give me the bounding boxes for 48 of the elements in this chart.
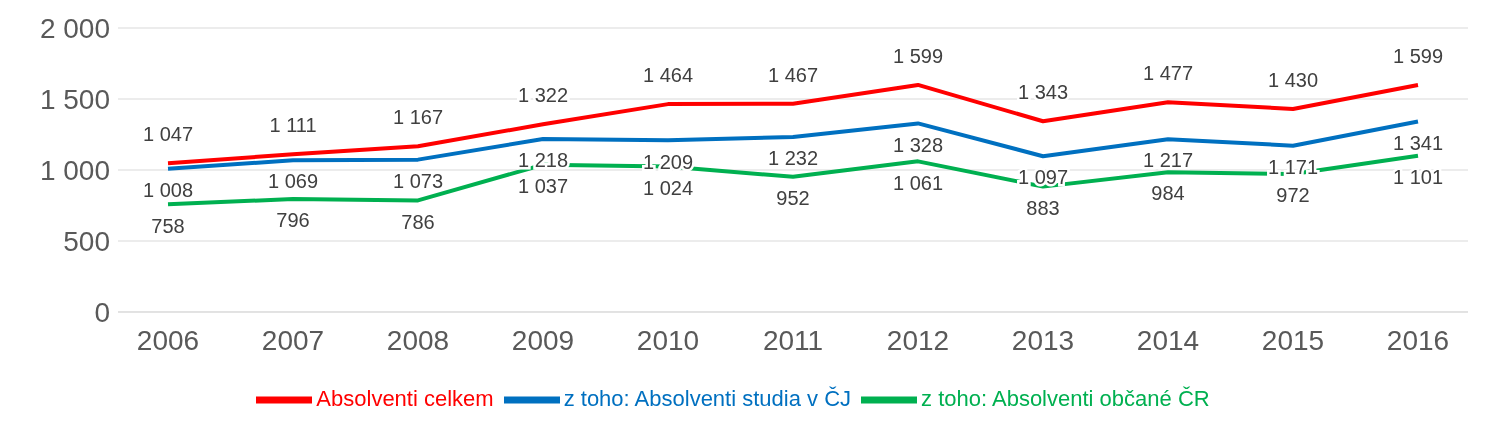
data-label: 1 477 [1142, 62, 1194, 85]
data-label: 1 073 [392, 169, 444, 192]
data-label: 952 [776, 187, 810, 210]
data-label: 1 599 [1392, 44, 1444, 67]
y-tick-label: 2 000 [39, 12, 110, 44]
data-label: 1 467 [767, 63, 819, 86]
y-tick-label: 1 000 [39, 154, 110, 186]
y-tick-label: 500 [63, 225, 110, 257]
x-tick-label: 2007 [261, 324, 325, 356]
data-label: 1 047 [142, 123, 194, 146]
x-tick-label: 2013 [1011, 324, 1075, 356]
data-label: 1 341 [1392, 131, 1444, 154]
data-label: 1 167 [392, 106, 444, 129]
data-label: 1 111 [269, 114, 317, 137]
x-tick-label: 2014 [1136, 324, 1200, 356]
x-tick-label: 2011 [762, 324, 824, 356]
data-label: 984 [1151, 182, 1185, 205]
data-label: 1 101 [1392, 165, 1444, 188]
data-label: 1 061 [892, 171, 944, 194]
legend-label: z toho: Absolventi občané ČR [921, 385, 1210, 411]
data-label: 1 024 [642, 176, 694, 199]
x-tick-label: 2008 [386, 324, 450, 356]
data-label: 1 328 [892, 133, 944, 156]
data-label: 972 [1276, 184, 1310, 207]
x-tick-label: 2010 [636, 324, 700, 356]
data-label: 1 464 [642, 64, 694, 87]
legend-label: z toho: Absolventi studia v ČJ [563, 385, 852, 411]
x-tick-label: 2016 [1386, 324, 1450, 356]
data-label: 1 037 [517, 174, 569, 197]
data-label: 1 069 [267, 170, 319, 193]
data-label: 758 [151, 214, 185, 237]
data-label: 796 [276, 209, 310, 232]
data-label: 1 322 [517, 84, 569, 107]
y-tick-label: 0 [94, 296, 110, 328]
data-label: 786 [401, 210, 435, 233]
data-label: 1 232 [767, 147, 819, 170]
data-label: 883 [1026, 196, 1060, 219]
x-tick-label: 2006 [136, 324, 200, 356]
data-label: 1 217 [1142, 149, 1194, 172]
y-tick-label: 1 500 [39, 83, 110, 115]
x-tick-label: 2015 [1261, 324, 1325, 356]
x-tick-label: 2012 [886, 324, 950, 356]
data-label: 1 343 [1017, 81, 1069, 104]
data-label: 1 430 [1267, 68, 1319, 91]
data-label: 1 008 [142, 179, 194, 202]
x-tick-label: 2009 [511, 324, 575, 356]
data-label: 1 599 [892, 44, 944, 67]
legend-label: Absolventi celkem [316, 385, 494, 411]
